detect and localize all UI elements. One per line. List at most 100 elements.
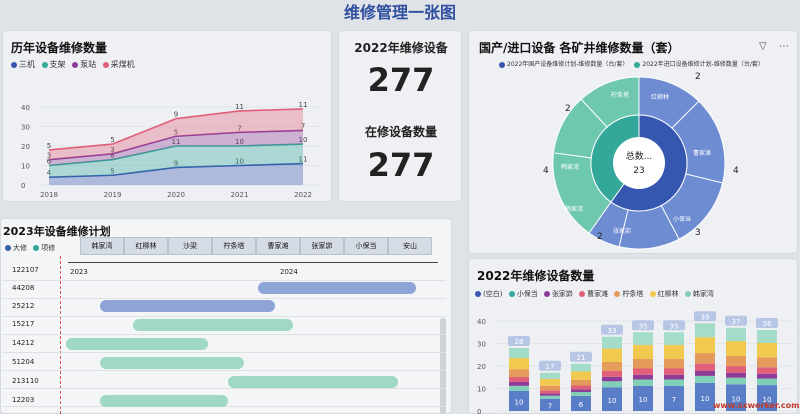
gantt-bar-minor[interactable] xyxy=(133,319,293,331)
bar-segment[interactable] xyxy=(633,368,653,375)
bar-segment[interactable] xyxy=(602,376,622,382)
line-采煤机[interactable] xyxy=(48,108,304,151)
area-支架[interactable] xyxy=(49,144,303,178)
bar-segment[interactable] xyxy=(757,342,777,358)
bar-segment[interactable] xyxy=(571,371,591,380)
bar-segment[interactable] xyxy=(540,393,560,396)
column-header[interactable]: 韩家湾 xyxy=(80,237,124,255)
bar-segment[interactable] xyxy=(602,336,622,349)
bar-segment[interactable] xyxy=(633,332,653,345)
column-header[interactable]: 张家峁 xyxy=(300,237,344,255)
segment-label: 10 xyxy=(639,396,648,404)
bar-segment[interactable] xyxy=(571,395,591,411)
bar-segment[interactable] xyxy=(633,344,653,360)
bar-segment[interactable] xyxy=(540,395,560,399)
bar-segment[interactable] xyxy=(664,332,684,345)
bar-segment[interactable] xyxy=(571,392,591,396)
bar-segment[interactable] xyxy=(695,337,715,354)
line-支架[interactable] xyxy=(48,143,304,167)
line-泵站[interactable] xyxy=(48,129,304,161)
column-header[interactable]: 曹家滩 xyxy=(256,237,300,255)
bar-segment[interactable] xyxy=(633,359,653,369)
legend-label: 大修 xyxy=(13,244,27,252)
bar-segment[interactable] xyxy=(633,374,653,380)
gantt-bar-minor[interactable] xyxy=(100,357,244,369)
bar-segment[interactable] xyxy=(602,348,622,362)
bar-segment[interactable] xyxy=(664,344,684,360)
data-label: 11 xyxy=(172,138,181,146)
bar-segment[interactable] xyxy=(540,378,560,386)
bar-segment[interactable] xyxy=(602,387,622,411)
bar-segment[interactable] xyxy=(540,372,560,379)
bar-segment[interactable] xyxy=(726,327,746,342)
column-header[interactable]: 沙梁 xyxy=(168,237,212,255)
scrollbar[interactable] xyxy=(440,318,446,414)
bar-segment[interactable] xyxy=(509,369,529,377)
bar-segment[interactable] xyxy=(571,389,591,393)
y-tick-label: 40 xyxy=(21,104,30,112)
kpi-label-maintained: 2022年维修设备 xyxy=(354,41,448,55)
gantt-bar-major[interactable] xyxy=(258,282,416,294)
bar-segment[interactable] xyxy=(509,348,529,359)
bar-segment[interactable] xyxy=(509,390,529,411)
bar-segment[interactable] xyxy=(540,385,560,391)
bar-segment[interactable] xyxy=(757,330,777,343)
bar-segment[interactable] xyxy=(695,370,715,376)
area-泵站[interactable] xyxy=(49,130,303,166)
area-采煤机[interactable] xyxy=(49,108,303,160)
bar-segment[interactable] xyxy=(602,381,622,388)
bar-segment[interactable] xyxy=(695,323,715,338)
bar-segment[interactable] xyxy=(633,385,653,411)
row-id: 12203 xyxy=(12,396,35,404)
more-options-icon[interactable]: ⋯ xyxy=(779,41,789,52)
column-header[interactable]: 红柳林 xyxy=(124,237,168,255)
bar-segment[interactable] xyxy=(509,385,529,391)
bar-segment[interactable] xyxy=(602,370,622,377)
legend-label: 泵站 xyxy=(80,60,97,69)
x-tick-label: 2022 xyxy=(294,191,312,199)
area-三机[interactable] xyxy=(49,163,303,185)
bar-segment[interactable] xyxy=(757,378,777,386)
legend-label: 支架 xyxy=(49,60,66,69)
data-label: 5 xyxy=(47,142,51,150)
bar-segment[interactable] xyxy=(726,341,746,357)
bar-segment[interactable] xyxy=(726,377,746,385)
bar-segment[interactable] xyxy=(633,379,653,386)
column-header[interactable]: 柠条塔 xyxy=(212,237,256,255)
bar-segment[interactable] xyxy=(757,385,777,411)
bar-segment[interactable] xyxy=(695,382,715,411)
bar-segment[interactable] xyxy=(695,353,715,364)
bar-segment[interactable] xyxy=(757,367,777,374)
bar-segment[interactable] xyxy=(509,382,529,386)
bar-segment[interactable] xyxy=(726,372,746,378)
bar-segment[interactable] xyxy=(540,390,560,394)
gantt-bar-minor[interactable] xyxy=(100,395,228,407)
gantt-bar-major[interactable] xyxy=(100,300,275,312)
bar-segment[interactable] xyxy=(757,357,777,368)
bar-segment[interactable] xyxy=(695,375,715,383)
bar-segment[interactable] xyxy=(695,363,715,371)
bar-segment[interactable] xyxy=(726,356,746,367)
filter-icon[interactable]: ▽ xyxy=(759,41,767,52)
line-三机[interactable] xyxy=(48,162,304,178)
bar-segment[interactable] xyxy=(664,374,684,380)
bar-segment[interactable] xyxy=(726,366,746,373)
bar-segment[interactable] xyxy=(571,385,591,390)
bar-segment[interactable] xyxy=(664,359,684,369)
segment-label: 10 xyxy=(732,396,741,404)
bar-segment[interactable] xyxy=(664,385,684,411)
bar-segment[interactable] xyxy=(509,376,529,383)
bar-segment[interactable] xyxy=(571,363,591,372)
column-header[interactable]: 小保当 xyxy=(344,237,388,255)
bar-segment[interactable] xyxy=(540,398,560,411)
gantt-bar-minor[interactable] xyxy=(228,376,398,388)
bar-segment[interactable] xyxy=(602,361,622,371)
bar-segment[interactable] xyxy=(571,379,591,386)
bar-segment[interactable] xyxy=(757,373,777,379)
column-header[interactable]: 安山 xyxy=(388,237,432,255)
gantt-bar-minor[interactable] xyxy=(66,338,208,350)
bar-segment[interactable] xyxy=(509,358,529,370)
bar-segment[interactable] xyxy=(664,379,684,386)
bar-segment[interactable] xyxy=(726,384,746,411)
bar-segment[interactable] xyxy=(664,368,684,375)
